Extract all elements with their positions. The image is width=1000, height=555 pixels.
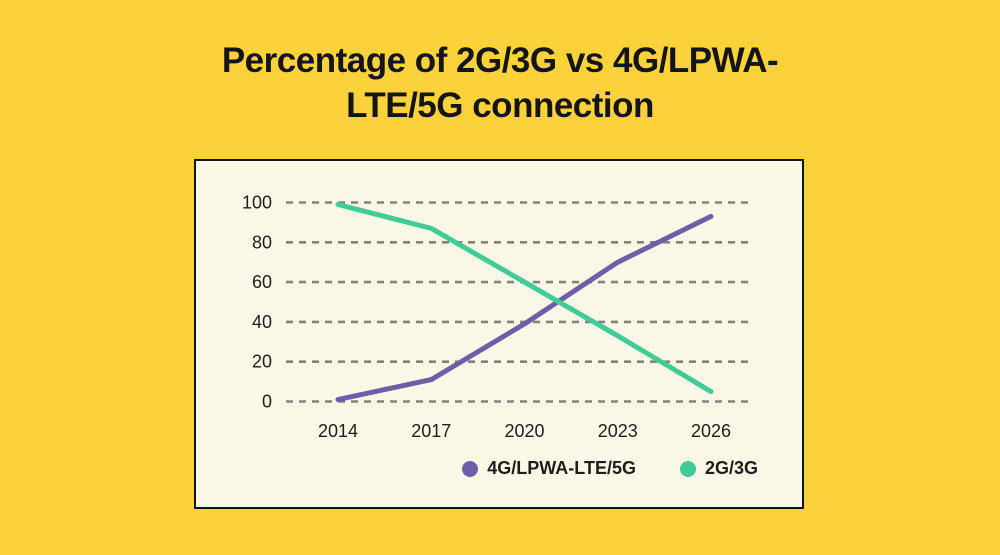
legend-label-2g: 2G/3G [704,458,758,478]
chart-title-line-1: Percentage of 2G/3G vs 4G/LPWA- [221,41,779,80]
y-tick-label-0: 0 [262,392,272,412]
x-tick-label-2020: 2020 [504,421,544,441]
legend-item-4g-lpwa-lte-5g: 4G/LPWA-LTE/5G [462,458,636,479]
x-tick-label-2023: 2023 [598,421,638,441]
chart-title: Percentage of 2G/3G vs 4G/LPWA- LTE/5G c… [0,38,1000,128]
y-tick-label-80: 80 [252,232,272,252]
chart-panel: 0 20 40 60 80 100 2014 2017 2020 2023 2026 4G/LPWA… [194,159,804,509]
y-tick-label-100: 100 [242,193,272,213]
line-chart-svg: 0 20 40 60 80 100 2014 2017 2020 2023 2026 [242,193,748,441]
legend-label-4g: 4G/LPWA-LTE/5G [487,458,636,478]
y-tick-label-20: 20 [252,352,272,372]
x-tick-label-2017: 2017 [411,421,451,441]
y-tick-label-60: 60 [252,272,272,292]
x-tick-label-2014: 2014 [318,421,358,441]
x-tick-label-2026: 2026 [691,421,731,441]
chart-legend: 4G/LPWA-LTE/5G 2G/3G [462,458,758,479]
series-line-4g-lpwa-lte-5g [335,213,714,403]
legend-dot-2g-icon [679,460,696,477]
y-tick-label-40: 40 [252,312,272,332]
legend-dot-4g-icon [462,460,479,477]
chart-title-line-2: LTE/5G connection [346,86,654,125]
series-line-2g-3g [335,201,714,395]
legend-item-2g-3g: 2G/3G [679,458,758,479]
